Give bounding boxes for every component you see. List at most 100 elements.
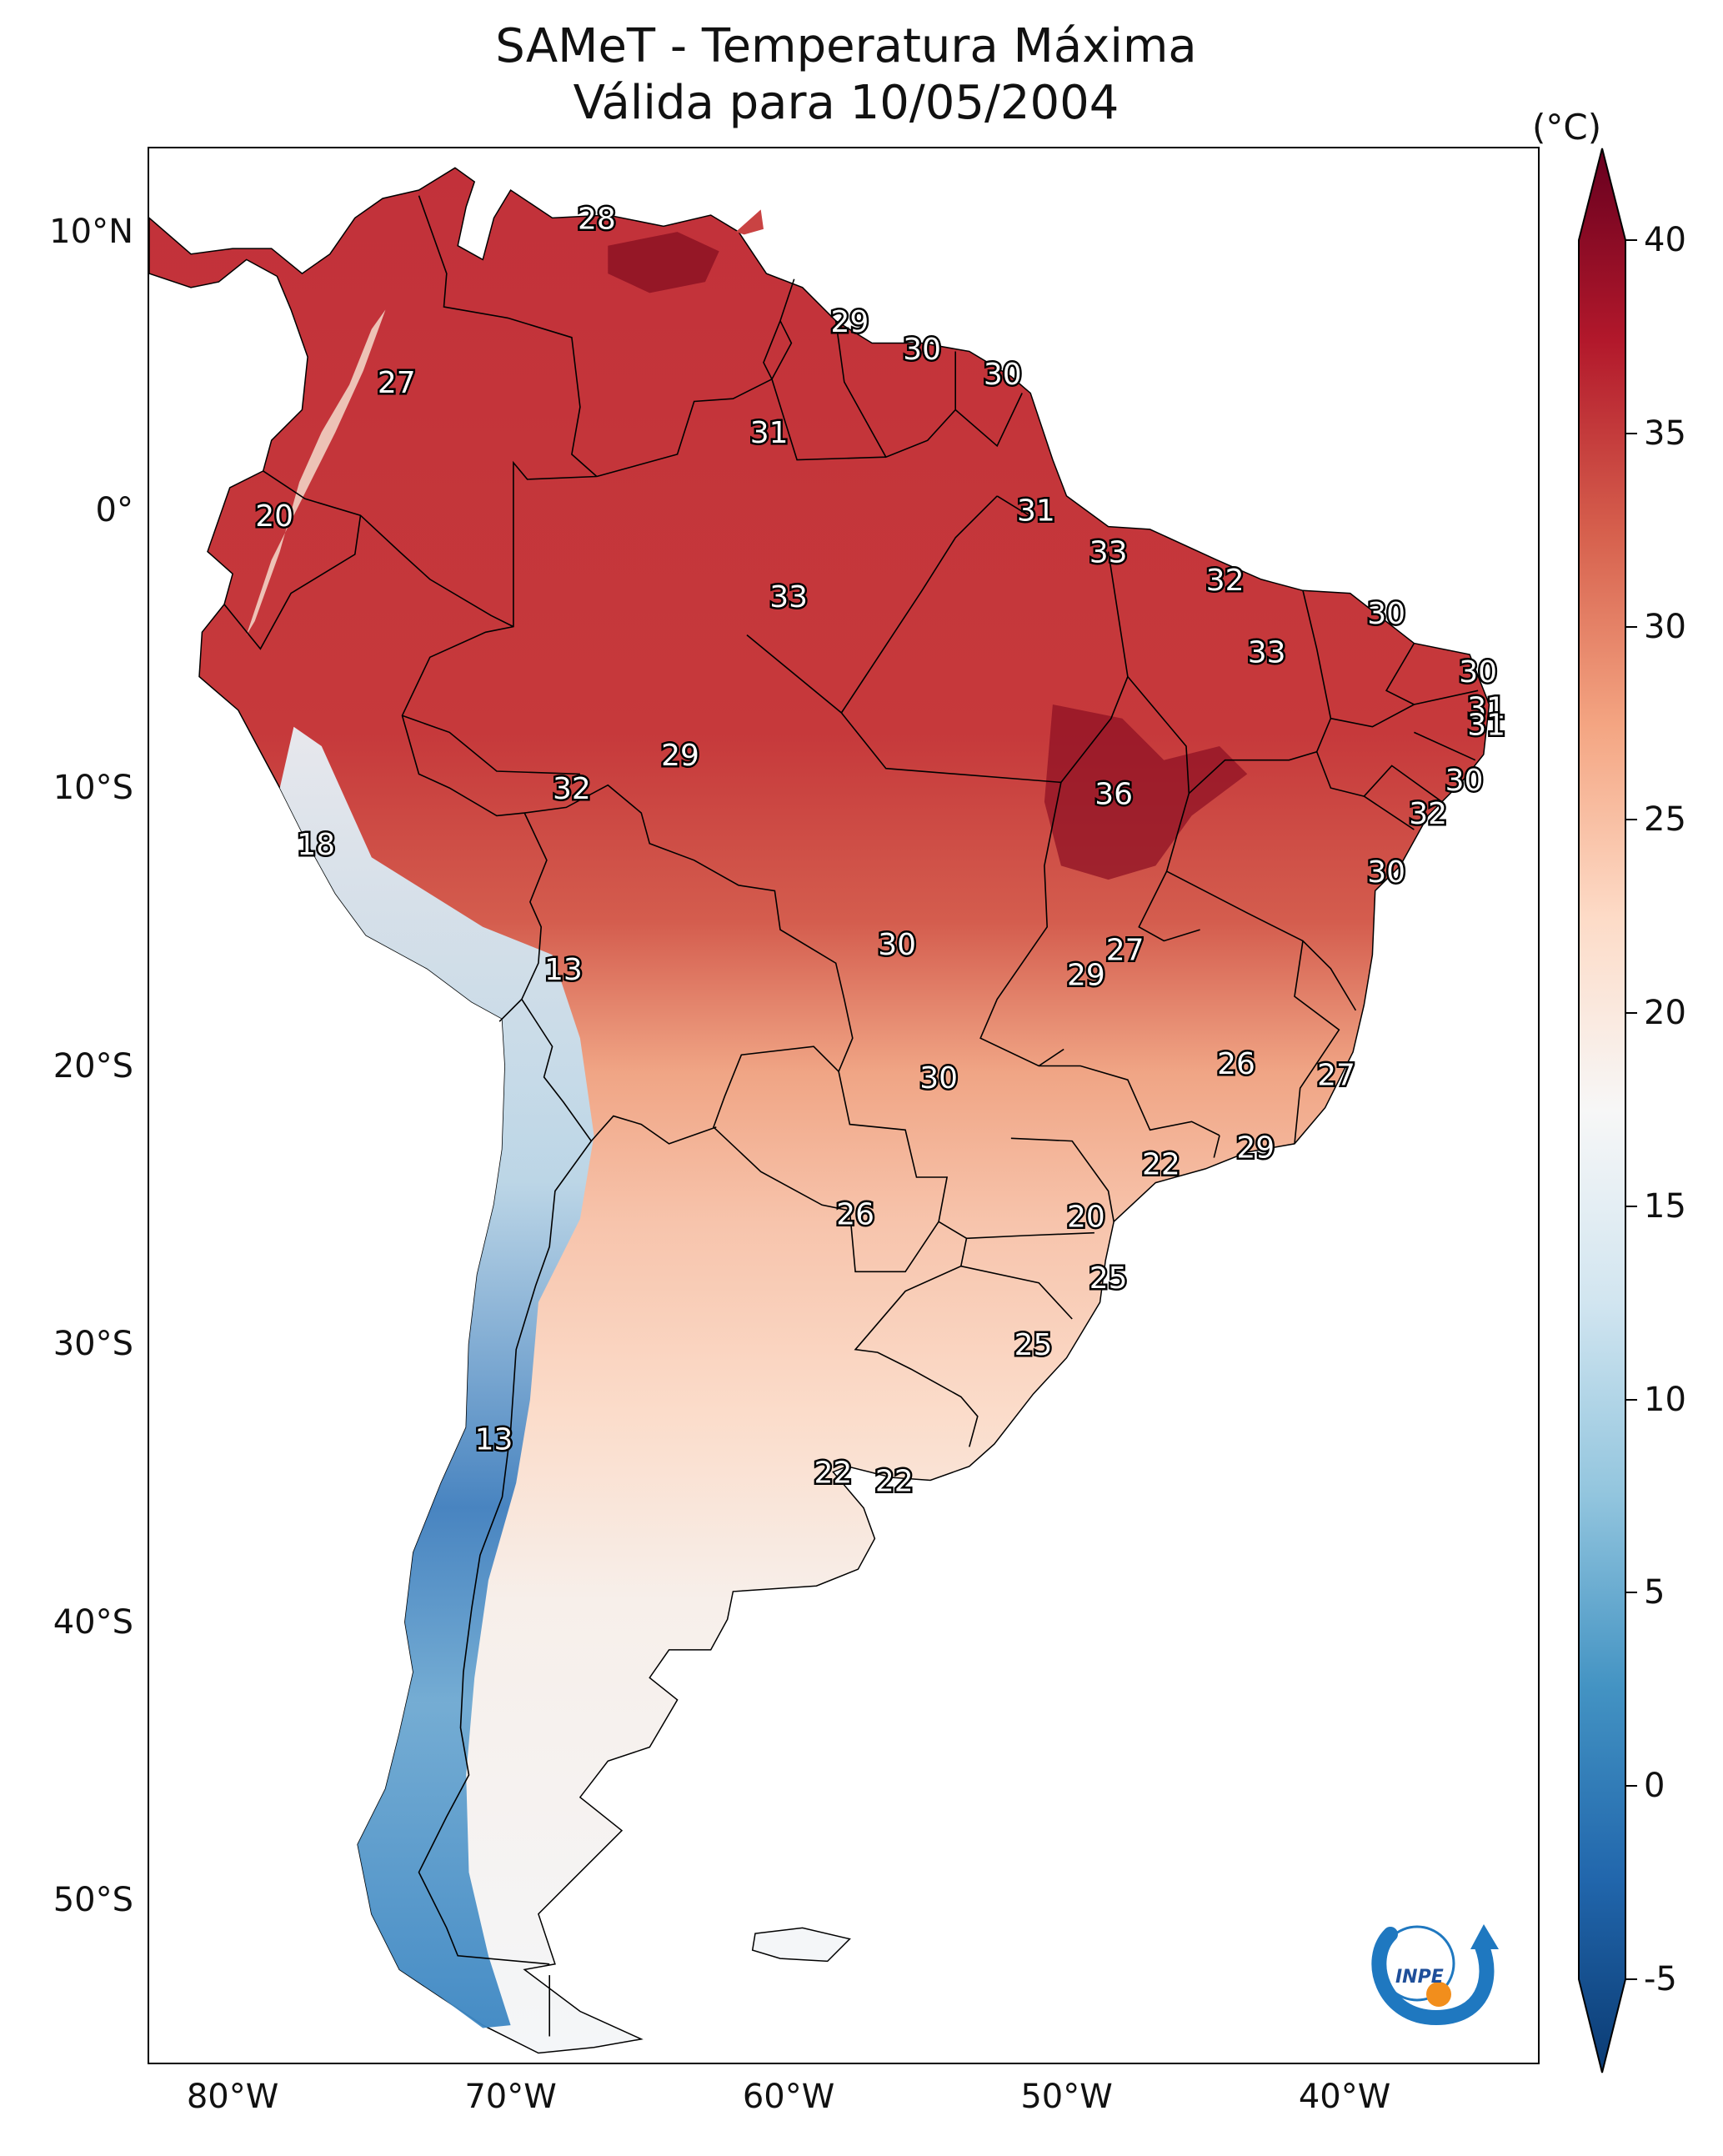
station-value-label: 13 <box>475 1422 513 1457</box>
colorbar-tick-label: -5 <box>1644 1960 1677 1998</box>
station-value-label: 22 <box>1142 1147 1180 1181</box>
latitude-label: 0° <box>95 490 133 529</box>
border-line <box>1010 1137 1114 1222</box>
station-value-label: 32 <box>1409 797 1447 831</box>
longitude-label: 80°W <box>186 2078 279 2116</box>
latitude-label: 10°S <box>53 769 133 808</box>
andes-cold-strip <box>279 726 594 2028</box>
station-value-label: 25 <box>1014 1328 1053 1362</box>
border-line <box>838 1071 949 1222</box>
falkland-islands <box>751 1927 851 1963</box>
colorbar-tick-mark <box>1625 239 1637 241</box>
border-line <box>596 278 795 478</box>
border-line <box>834 320 956 459</box>
trinidad-island <box>735 209 764 235</box>
station-value-label: 20 <box>1067 1201 1105 1235</box>
border-line <box>1414 731 1476 761</box>
station-value-label: 27 <box>378 366 416 400</box>
station-value-label: 13 <box>544 953 583 987</box>
colorbar-tick-label: 20 <box>1644 994 1686 1033</box>
station-value-label: 20 <box>255 499 293 534</box>
station-value-label: 29 <box>661 739 699 773</box>
station-value-label: 29 <box>1236 1131 1275 1165</box>
border-line <box>402 714 580 775</box>
border-line <box>263 470 514 628</box>
latitude-label: 20°S <box>53 1046 133 1086</box>
border-line <box>979 551 1129 1067</box>
map-title: SAMeT - Temperatura Máxima Válida para 1… <box>146 18 1546 132</box>
border-line <box>1294 940 1340 1144</box>
latitude-label: 50°S <box>53 1881 133 1920</box>
colorbar-unit: (°C) <box>1532 107 1602 148</box>
border-line <box>954 351 1023 448</box>
station-value-label: 31 <box>1467 691 1505 725</box>
station-value-label: 30 <box>878 928 916 962</box>
border-line <box>418 195 598 478</box>
station-value-label: 30 <box>919 1061 958 1096</box>
station-value-label: 28 <box>578 202 616 236</box>
colorbar-tick-mark <box>1625 1205 1637 1207</box>
border-line <box>854 1221 979 1447</box>
station-value-label: 18 <box>297 828 335 862</box>
colorbar-tick-label: 10 <box>1644 1380 1686 1419</box>
station-value-label: 27 <box>1106 934 1144 968</box>
heat-maximum-area <box>1044 704 1248 880</box>
border-line <box>1039 1065 1220 1136</box>
title-line-2: Válida para 10/05/2004 <box>573 76 1119 130</box>
logo-dot <box>1426 1982 1451 2007</box>
station-value-label: 29 <box>1067 959 1105 993</box>
latitude-label: 10°N <box>49 213 133 252</box>
colorbar-tick-mark <box>1625 1978 1637 1980</box>
colorbar-tick-mark <box>1625 1012 1637 1015</box>
border-line <box>401 460 854 1072</box>
border-line <box>1302 590 1332 753</box>
map-panel: 28 27 29 30 30 31 20 31 33 32 33 30 33 30 31 31 29 32 30 36… <box>148 147 1540 2064</box>
border-line <box>840 495 998 714</box>
border-line <box>223 515 362 650</box>
station-value-label: 30 <box>1367 597 1405 631</box>
colorbar-tick-label: 35 <box>1644 414 1686 453</box>
station-value-label: 30 <box>903 333 941 367</box>
colorbar-tick-label: 0 <box>1644 1767 1665 1806</box>
border-line <box>498 998 523 1022</box>
colorbar <box>1578 148 1626 2073</box>
venezuela-heat-area <box>608 232 719 293</box>
station-value-label: 33 <box>769 580 808 614</box>
station-value-label: 30 <box>1445 764 1484 798</box>
border-line <box>996 495 1034 519</box>
border-line <box>418 1141 592 1965</box>
longitude-label: 70°W <box>464 2078 557 2116</box>
station-value-label: 30 <box>984 358 1022 392</box>
border-line <box>1213 1135 1220 1158</box>
border-line <box>746 634 1061 784</box>
station-value-label: 26 <box>836 1197 874 1231</box>
longitude-label: 60°W <box>742 2078 835 2116</box>
longitude-label: 40°W <box>1298 2078 1391 2116</box>
border-line <box>966 1231 1094 1240</box>
longitude-label: 50°W <box>1020 2078 1113 2116</box>
colorbar-tick-label: 40 <box>1644 221 1686 259</box>
border-line <box>713 1045 939 1273</box>
border-line <box>520 812 717 1145</box>
colorbar-tick-mark <box>1625 1398 1637 1401</box>
station-value-label: 30 <box>1459 655 1497 689</box>
colorbar-tick-mark <box>1625 432 1637 434</box>
station-value-label: 22 <box>875 1465 914 1499</box>
station-value-label: 31 <box>1017 494 1055 529</box>
border-line <box>771 379 886 461</box>
border-line <box>1385 643 1415 705</box>
colorbar-tick-mark <box>1625 819 1637 821</box>
continent-shape <box>149 167 1490 2054</box>
colorbar-tick-label: 15 <box>1644 1186 1686 1226</box>
border-line <box>960 1265 1073 1320</box>
logo-orbit-arc <box>1371 1927 1495 2026</box>
station-value-label: 32 <box>1206 564 1245 598</box>
station-value-label: 25 <box>1089 1261 1128 1296</box>
station-value-label: 26 <box>1217 1047 1255 1081</box>
station-value-label: 27 <box>1317 1059 1355 1093</box>
colorbar-tick-label: 30 <box>1644 607 1686 646</box>
colorbar-tick-label: 5 <box>1644 1573 1665 1612</box>
station-value-label: 33 <box>1248 636 1286 670</box>
station-value-label: 22 <box>814 1457 852 1491</box>
